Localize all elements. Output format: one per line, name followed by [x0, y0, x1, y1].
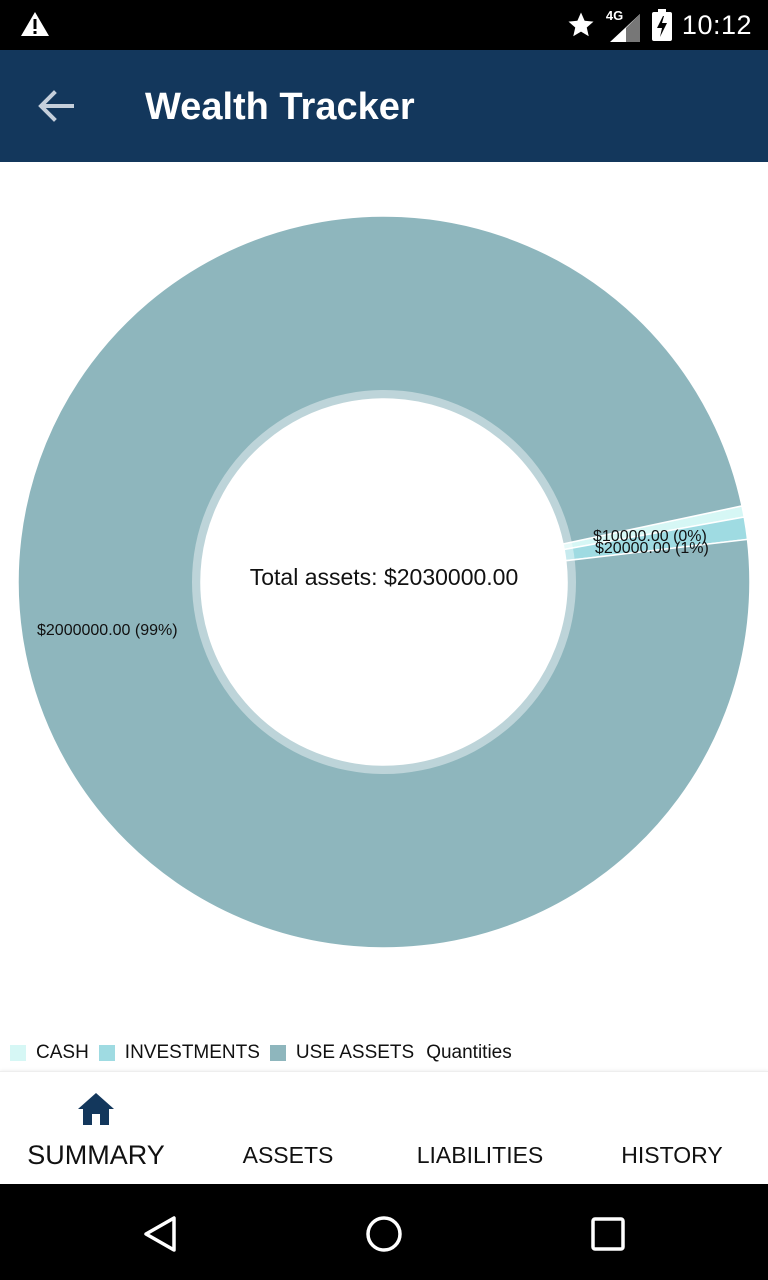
legend-description: Quantities [426, 1042, 512, 1063]
tab-history-label: HISTORY [621, 1142, 723, 1168]
legend-swatch-cash [10, 1045, 26, 1061]
legend-label-use-assets: USE ASSETS [295, 1042, 415, 1063]
tab-summary-label: SUMMARY [27, 1140, 165, 1170]
chart-center-text: Total assets: $2030000.00 [249, 564, 519, 590]
tab-summary[interactable]: SUMMARY [0, 1072, 192, 1185]
network-type: 4G [605, 8, 624, 23]
slice-label-cash: $10000.00 (0%) [593, 528, 707, 545]
app-bar: Wealth Tracker [0, 50, 768, 162]
page-title: Wealth Tracker [145, 86, 415, 128]
star-icon [568, 12, 594, 37]
clock: 10:12 [681, 9, 752, 40]
bottom-tab-bar: SUMMARY ASSETS LIABILITIES HISTORY [0, 1071, 768, 1185]
home-circle-icon[interactable] [364, 1214, 404, 1254]
status-bar: 4G 10:12 [0, 0, 768, 50]
legend-label-cash: CASH [36, 1042, 89, 1063]
signal-icon: 4G [606, 8, 642, 42]
tab-assets[interactable]: ASSETS [192, 1072, 384, 1185]
legend-label-investments: INVESTMENTS [124, 1042, 260, 1063]
chart-svg [17, 215, 751, 949]
warning-icon [21, 12, 49, 36]
home-icon [78, 1093, 114, 1125]
legend-item-cash: CASH [10, 1042, 89, 1064]
tab-liabilities[interactable]: LIABILITIES [384, 1072, 576, 1185]
donut-hole [201, 399, 567, 765]
tab-liabilities-label: LIABILITIES [416, 1142, 544, 1168]
legend-item-investments: INVESTMENTS [98, 1042, 260, 1064]
legend-item-use-assets: USE ASSETS [269, 1042, 415, 1064]
legend-swatch-investments [98, 1045, 115, 1061]
chart-legend: CASH INVESTMENTS USE ASSETS Quantities [10, 1040, 512, 1066]
arrow-back-icon[interactable] [36, 88, 76, 124]
recents-square-icon[interactable] [588, 1214, 628, 1254]
legend-swatch-use-assets [269, 1045, 286, 1061]
back-triangle-icon[interactable] [140, 1214, 180, 1254]
system-nav-bar [0, 1184, 768, 1280]
tab-assets-label: ASSETS [242, 1142, 334, 1168]
slice-label-investments: $20000.00 (1%) [595, 540, 709, 557]
tab-history[interactable]: HISTORY [576, 1072, 768, 1185]
battery-charging-icon [651, 9, 672, 41]
donut-chart: Total assets: $2030000.00 $10000.00 (0%)… [0, 162, 768, 1042]
slice-label-use-assets: $2000000.00 (99%) [37, 622, 178, 639]
